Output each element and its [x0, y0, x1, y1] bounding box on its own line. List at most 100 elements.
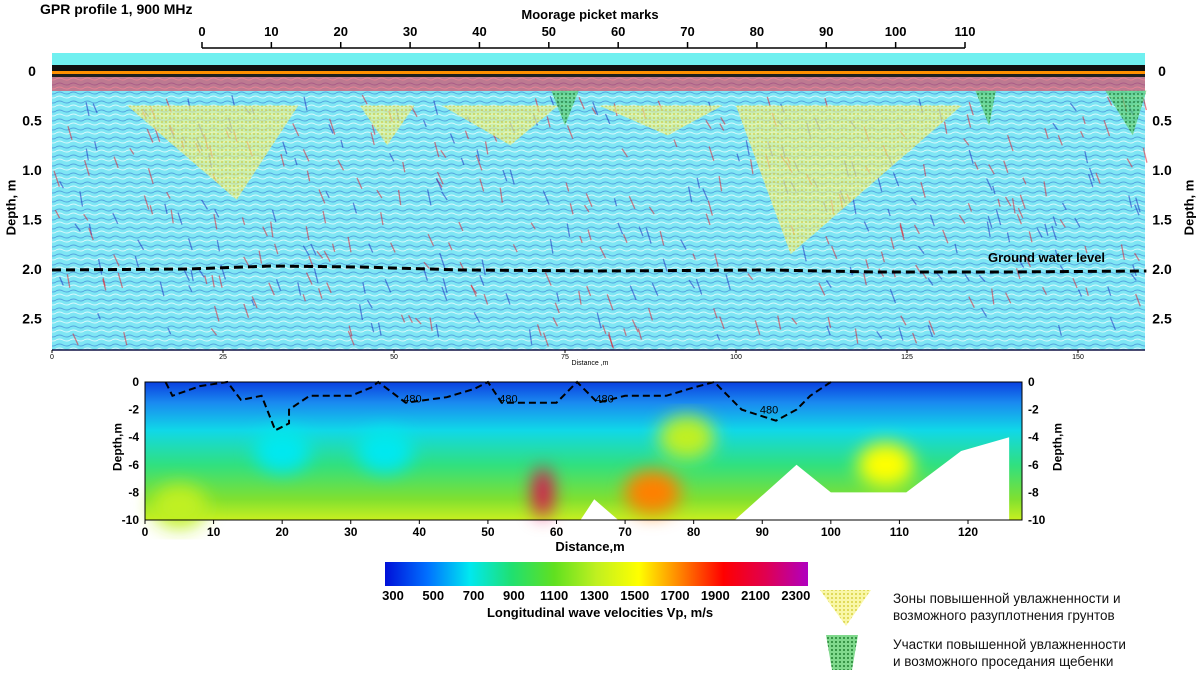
reflection-streak: [1043, 181, 1047, 197]
reflection-streak: [1007, 134, 1014, 152]
reflection-streak: [337, 159, 345, 171]
reflection-streak: [475, 154, 483, 171]
depth-tick-label-left: 0.5: [22, 113, 42, 129]
x-tick-label: 90: [756, 525, 770, 539]
reflection-streak: [899, 224, 905, 241]
reflection-streak: [991, 288, 995, 305]
legend-label-2: и возможного проседания щебенки: [893, 654, 1114, 669]
no-data-area: [580, 499, 619, 520]
x-tick-label: 70: [618, 525, 632, 539]
reflection-streak: [366, 299, 373, 309]
reflection-streak: [493, 134, 498, 142]
reflection-streak: [302, 294, 306, 302]
reflection-streak: [187, 238, 193, 251]
reflection-streak: [97, 259, 103, 275]
reflection-streak: [72, 333, 79, 346]
reflection-streak: [662, 258, 668, 272]
reflection-streak: [987, 216, 993, 229]
x-tick-label: 125: [901, 354, 913, 361]
colorbar-tick-label: 300: [382, 588, 404, 603]
x-tick-label: 100: [821, 525, 841, 539]
reflection-streak: [1084, 245, 1088, 254]
reflection-streak: [402, 161, 406, 173]
reflection-streak: [137, 239, 145, 251]
depth-tick-label-left: -4: [128, 430, 139, 444]
depth-tick-label-right: 2.0: [1152, 261, 1172, 277]
reflection-streak: [912, 332, 918, 344]
gpr-ylabel-left: Depth, m: [3, 179, 19, 236]
reflection-streak: [436, 171, 444, 185]
reflection-streak: [599, 246, 607, 259]
velocity-anomaly: [151, 484, 208, 529]
velocity-anomaly: [857, 442, 914, 487]
surface-band-dark: [52, 74, 1145, 77]
x-tick-label: 20: [275, 525, 289, 539]
reflection-streak: [528, 329, 533, 345]
reflection-streak: [85, 148, 89, 161]
reflection-streak: [542, 332, 549, 347]
velocity-ylabel-left: Depth,m: [110, 423, 125, 471]
gpr-xlabel: Distance ,m: [571, 360, 609, 367]
reflection-streak: [966, 114, 972, 128]
reflection-streak: [585, 193, 593, 207]
depth-tick-label-right: 0: [1028, 375, 1035, 389]
reflection-streak: [435, 177, 443, 191]
depth-tick-label-left: 2.5: [22, 311, 42, 327]
reflection-streak: [59, 276, 64, 286]
reflection-streak: [719, 123, 725, 131]
reflection-streak: [302, 148, 310, 162]
reflection-streak: [83, 213, 89, 221]
reflection-streak: [1054, 249, 1059, 262]
ground-water-label: Ground water level: [988, 250, 1106, 265]
reflection-streak: [271, 209, 277, 223]
reflection-streak: [361, 94, 368, 105]
reflection-streak: [306, 170, 311, 182]
colorbar-gradient: [385, 562, 808, 586]
depth-tick-label-right: 2.5: [1152, 311, 1172, 327]
reflection-streak: [331, 243, 336, 252]
moisture-zone-yellow: [441, 105, 559, 146]
reflection-streak: [449, 133, 456, 144]
reflection-streak: [481, 259, 486, 276]
reflection-streak: [997, 198, 1001, 207]
gpr-title: GPR profile 1, 900 MHz: [40, 1, 193, 17]
reflection-streak: [1142, 147, 1148, 163]
reflection-streak: [316, 250, 324, 259]
colorbar-tick-label: 1500: [620, 588, 649, 603]
reflection-streak: [509, 169, 515, 185]
x-tick-label: 50: [481, 525, 495, 539]
legend-label-1: Зоны повышенной увлажненности и: [893, 591, 1121, 606]
reflection-streak: [629, 285, 637, 301]
surface-reflection: [52, 65, 1145, 71]
reflection-streak: [602, 324, 607, 335]
reflection-streak: [280, 153, 285, 167]
reflection-streak: [827, 317, 832, 329]
reflection-streak: [913, 224, 920, 235]
picket-tick-label: 40: [472, 24, 486, 39]
reflection-streak: [1074, 217, 1081, 228]
colorbar-tick-label: 1900: [701, 588, 730, 603]
reflection-streak: [631, 319, 639, 333]
reflection-streak: [852, 198, 857, 215]
reflection-streak: [241, 217, 246, 225]
air-band: [52, 53, 1145, 65]
reflection-streak: [1044, 127, 1049, 139]
reflection-streak: [213, 213, 218, 230]
reflection-streak: [992, 185, 996, 195]
reflection-streak: [880, 251, 885, 263]
velocity-anomaly: [624, 470, 681, 515]
reflection-streak: [1059, 218, 1066, 228]
contour-label: 480: [499, 394, 517, 406]
x-tick-label: 120: [958, 525, 978, 539]
reflection-streak: [802, 245, 807, 262]
velocity-ylabel-right: Depth,m: [1050, 423, 1065, 471]
reflection-streak: [368, 243, 374, 253]
reflection-streak: [692, 253, 696, 260]
depth-tick-label-right: 0.5: [1152, 113, 1172, 129]
reflection-streak: [268, 282, 275, 296]
contour-label: 480: [403, 394, 421, 406]
reflection-streak: [1004, 292, 1012, 304]
reflection-streak: [1082, 116, 1086, 125]
reflection-streak: [1120, 244, 1126, 261]
depth-tick-label-left: -10: [122, 513, 140, 527]
